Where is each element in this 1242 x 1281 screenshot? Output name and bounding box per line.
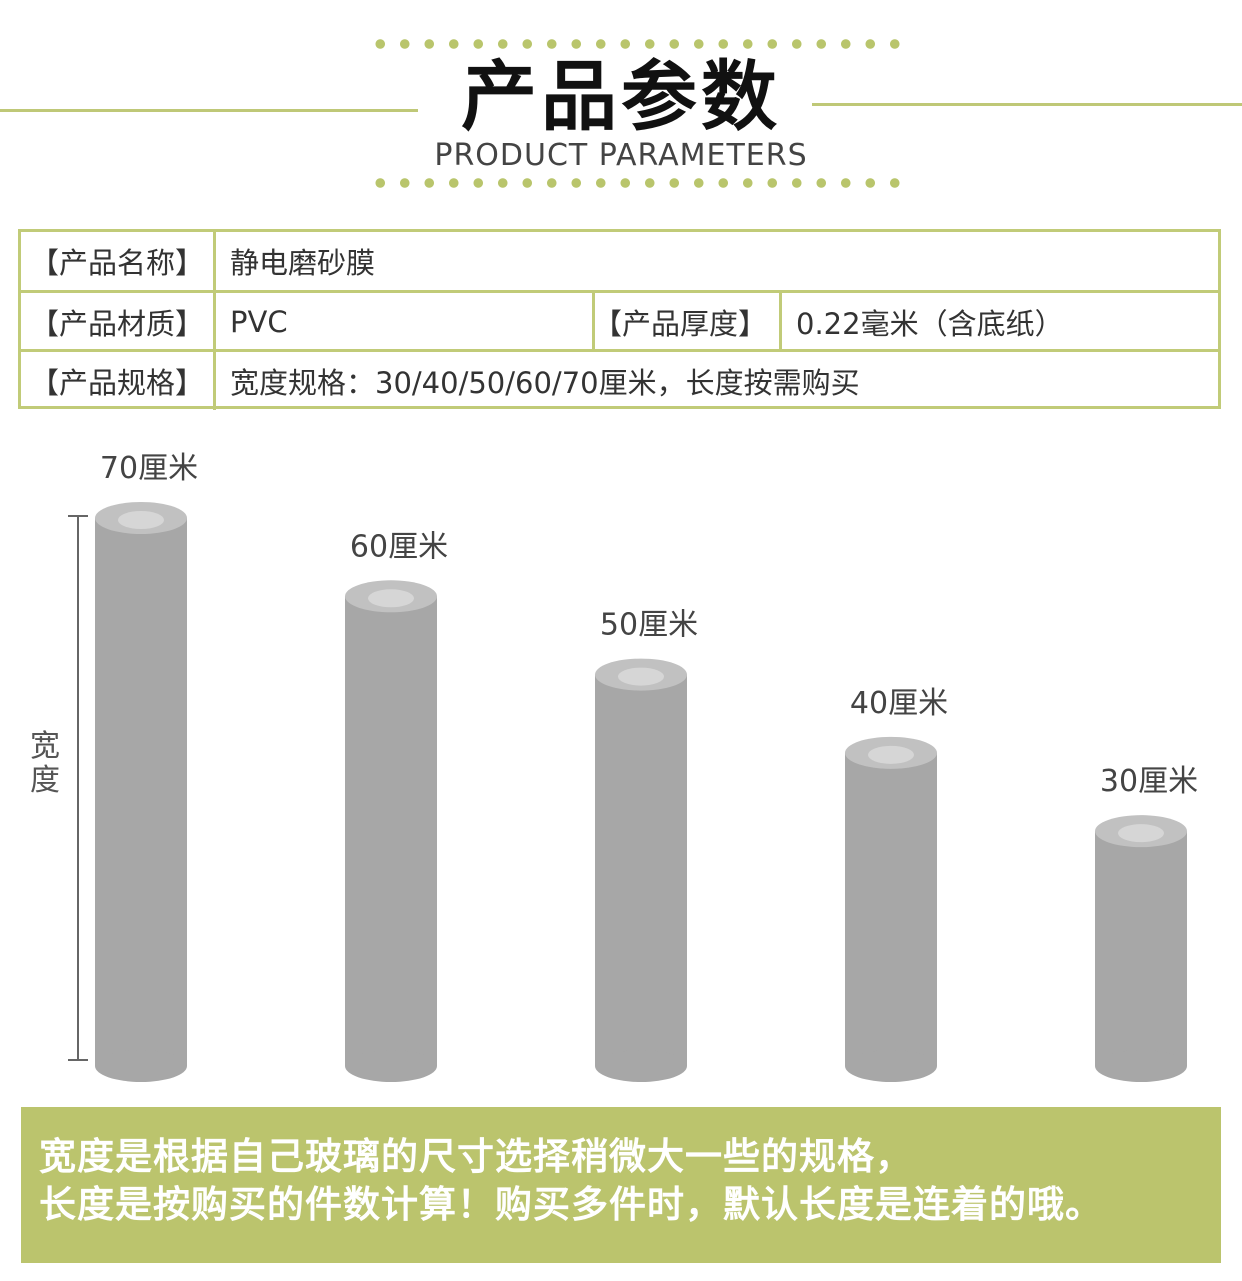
spec-label: 【产品规格】 xyxy=(21,352,216,410)
thickness-value: 0.22毫米（含底纸） xyxy=(796,307,1064,341)
section-title: 产品参数 xyxy=(461,52,781,141)
section-subtitle: PRODUCT PARAMETERS xyxy=(434,138,808,173)
bar-base-60 xyxy=(345,1050,437,1082)
bar-60 xyxy=(345,596,437,1066)
bar-core-70 xyxy=(118,511,164,529)
param-row-material: 【产品材质】 PVC 【产品厚度】 0.22毫米（含底纸） xyxy=(21,290,1218,351)
bar-core-60 xyxy=(368,589,414,608)
right-divider-line xyxy=(812,103,1242,106)
notice-banner: 宽度是根据自己玻璃的尺寸选择稍微大一些的规格， 长度是按购买的件数计算！购买多件… xyxy=(21,1107,1221,1263)
param-row-spec: 【产品规格】 宽度规格：30/40/50/60/70厘米，长度按需购买 xyxy=(21,349,1218,410)
bar-base-30 xyxy=(1095,1050,1187,1082)
bar-base-50 xyxy=(595,1050,687,1082)
material-value: PVC xyxy=(216,293,595,351)
bar-label-60: 60厘米 xyxy=(350,529,448,564)
bar-70 xyxy=(95,518,187,1066)
bar-50 xyxy=(595,674,687,1066)
product-parameters-table: 【产品名称】 静电磨砂膜 【产品材质】 PVC 【产品厚度】 0.22毫米（含底… xyxy=(18,229,1221,410)
bar-core-30 xyxy=(1118,824,1164,843)
thickness-label: 【产品厚度】 xyxy=(581,293,782,351)
bar-40 xyxy=(845,752,937,1066)
notice-line-1: 宽度是根据自己玻璃的尺寸选择稍微大一些的规格， xyxy=(39,1135,913,1178)
top-dot-divider xyxy=(368,38,908,50)
bottom-dot-divider xyxy=(368,177,908,189)
name-label: 【产品名称】 xyxy=(21,232,216,290)
notice-line-2: 长度是按购买的件数计算！购买多件时，默认长度是连着的哦。 xyxy=(39,1183,1103,1226)
width-axis-label: 宽度 xyxy=(30,729,60,798)
material-label: 【产品材质】 xyxy=(21,293,216,351)
bar-label-40: 40厘米 xyxy=(850,686,948,721)
name-value: 静电磨砂膜 xyxy=(230,246,376,280)
bar-core-40 xyxy=(868,745,914,764)
left-divider-line xyxy=(0,109,418,112)
bar-base-70 xyxy=(95,1050,187,1082)
spec-value: 宽度规格：30/40/50/60/70厘米，长度按需购买 xyxy=(230,366,860,400)
bar-base-40 xyxy=(845,1050,937,1082)
width-chart: 70厘米 60厘米 50厘米 40厘米 30厘米 xyxy=(68,451,1198,1082)
bar-label-70: 70厘米 xyxy=(100,451,198,486)
param-row-name: 【产品名称】 静电磨砂膜 xyxy=(21,232,1218,290)
bar-core-50 xyxy=(618,667,664,686)
bar-label-50: 50厘米 xyxy=(600,608,698,643)
bar-label-30: 30厘米 xyxy=(1100,764,1198,799)
bar-30 xyxy=(1095,831,1187,1066)
